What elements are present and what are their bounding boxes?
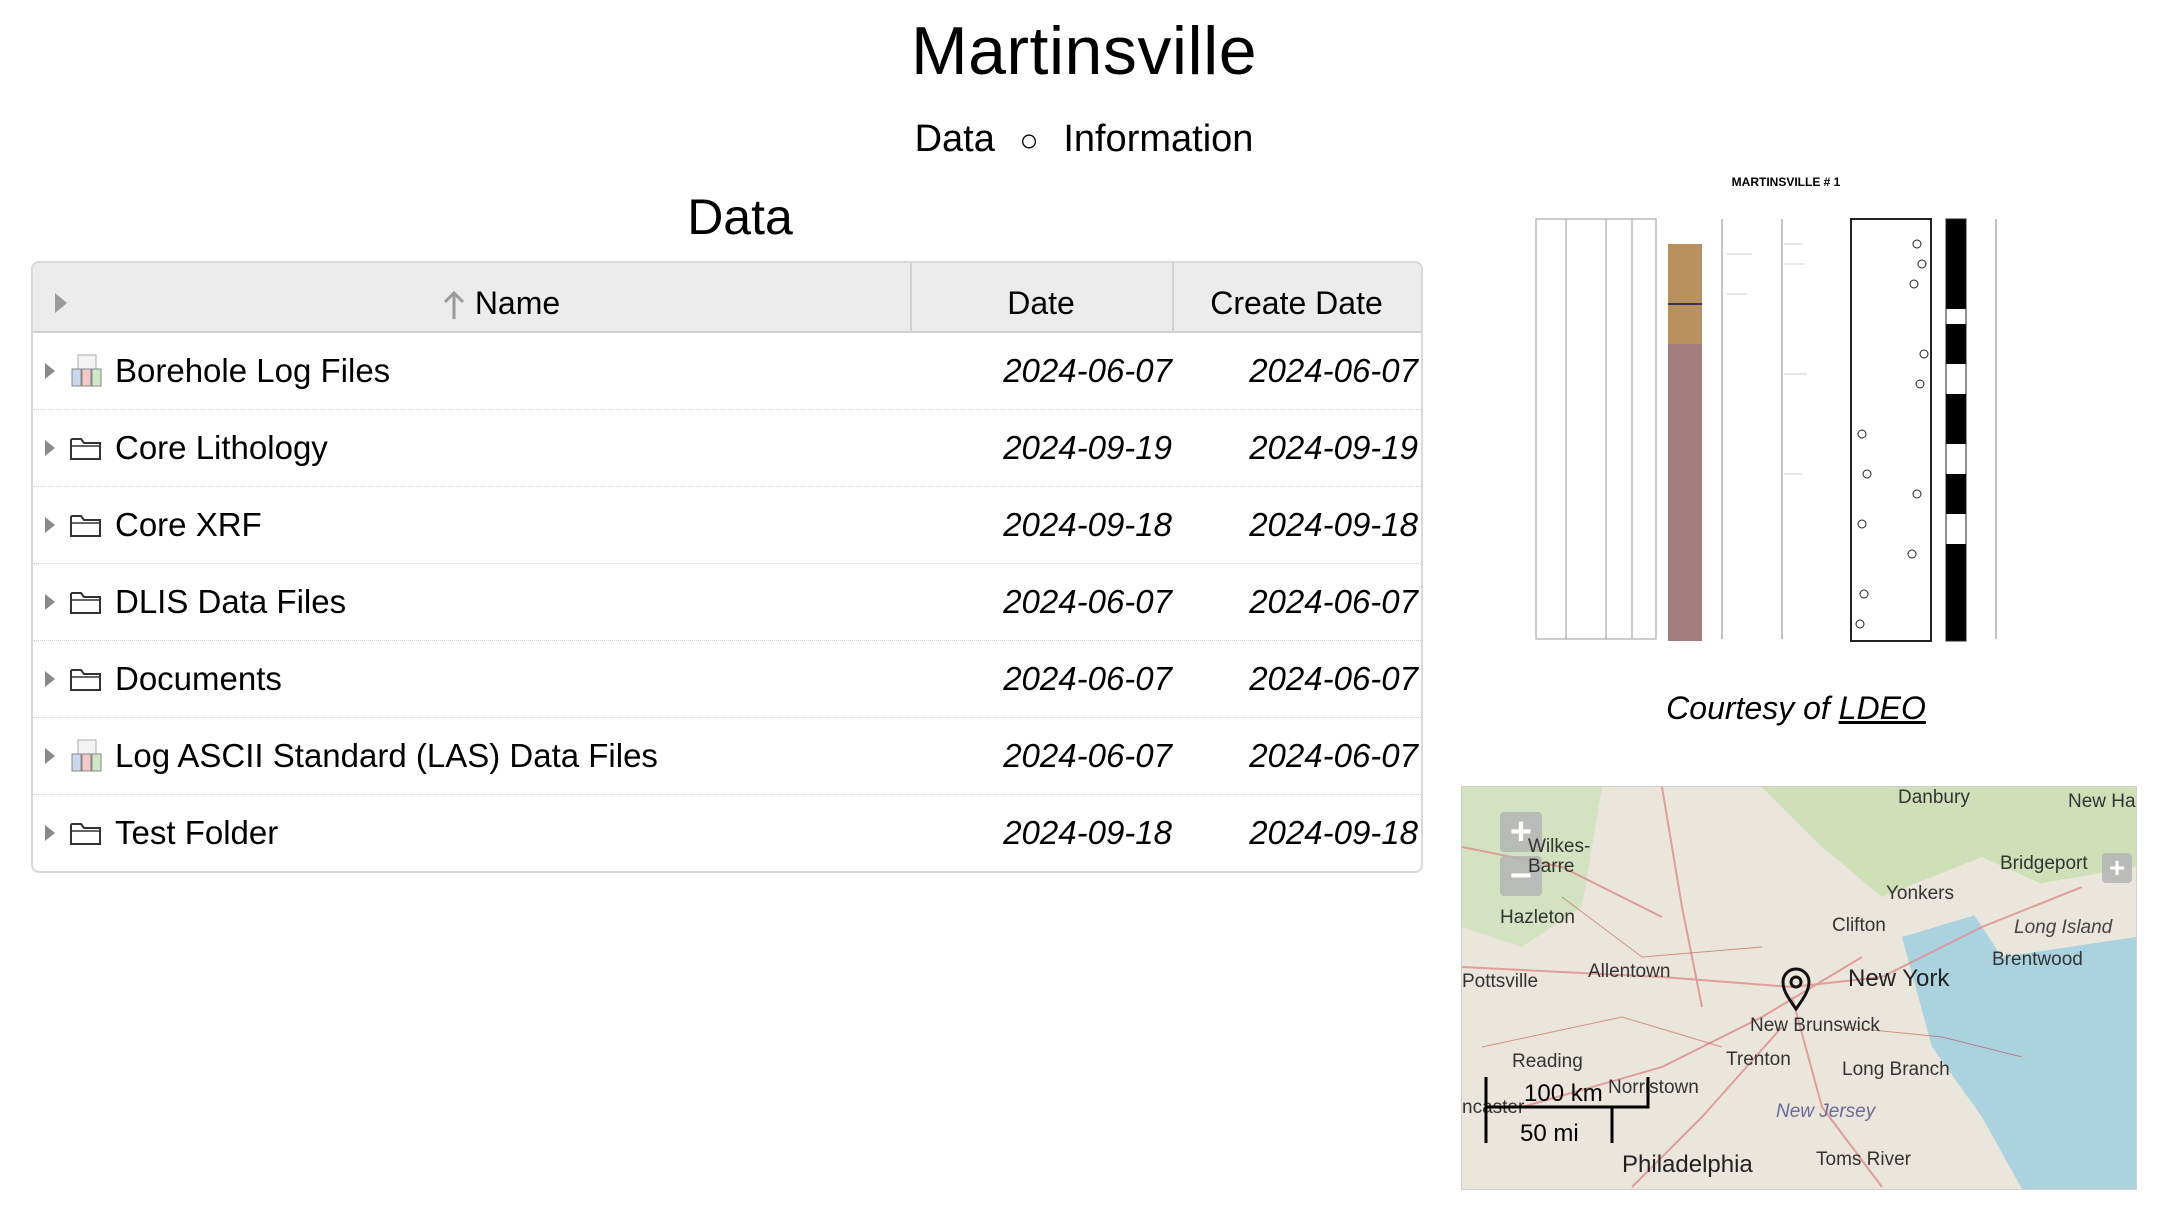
table-row[interactable]: Log ASCII Standard (LAS) Data Files 2024-…	[33, 718, 1421, 795]
triangle-right-icon	[43, 592, 57, 612]
triangle-right-icon	[43, 361, 57, 381]
map-label: Yonkers	[1886, 883, 1954, 904]
triangle-right-icon	[43, 746, 57, 766]
map-label: Norristown	[1608, 1077, 1699, 1098]
log-files-icon	[69, 718, 109, 794]
table-body: Borehole Log Files 2024-06-07 2024-06-07 Co…	[33, 333, 1421, 871]
map-label: Pottsville	[1462, 971, 1539, 992]
map-label: Reading	[1512, 1051, 1583, 1072]
map-label: Philadelphia	[1622, 1151, 1753, 1178]
row-name[interactable]: Documents	[115, 660, 282, 697]
location-map[interactable]: + − + Danbury New Have Wilkes-Barre Brid…	[1461, 786, 2137, 1190]
row-name[interactable]: Log ASCII Standard (LAS) Data Files	[115, 737, 658, 774]
ldeo-link[interactable]: LDEO	[1838, 690, 1926, 726]
well-log-title: MARTINSVILLE # 1	[1732, 175, 1841, 189]
scale-mi-label: 50 mi	[1520, 1120, 1579, 1147]
map-label: New Brunswick	[1750, 1015, 1880, 1036]
row-create-date: 2024-06-07	[1249, 660, 1418, 697]
triangle-right-icon	[55, 293, 67, 313]
folder-icon	[69, 564, 109, 640]
column-header-date[interactable]: Date	[910, 263, 1174, 331]
expand-row-toggle[interactable]	[43, 795, 71, 871]
map-label: Brentwood	[1992, 949, 2083, 970]
nav-separator: ○	[1019, 122, 1039, 158]
triangle-right-icon	[43, 438, 57, 458]
row-date: 2024-06-07	[1003, 737, 1172, 774]
table-row[interactable]: DLIS Data Files 2024-06-07 2024-06-07	[33, 564, 1421, 641]
expand-all-toggle[interactable]	[53, 263, 93, 331]
map-marker-icon[interactable]	[1780, 967, 1812, 1011]
table-row[interactable]: Documents 2024-06-07 2024-06-07	[33, 641, 1421, 718]
map-label: New York	[1848, 965, 1950, 992]
page-title: Martinsville	[910, 13, 1258, 89]
row-date: 2024-09-19	[1003, 429, 1172, 466]
map-label: New Have	[2068, 791, 2136, 812]
map-expand-button[interactable]: +	[2102, 853, 2132, 883]
map-label: Trenton	[1726, 1049, 1791, 1070]
row-create-date: 2024-06-07	[1249, 737, 1418, 774]
log-files-icon	[69, 333, 109, 409]
row-create-date: 2024-09-19	[1249, 429, 1418, 466]
figure-caption-prefix: Courtesy of	[1666, 690, 1830, 726]
table-row[interactable]: Core XRF 2024-09-18 2024-09-18	[33, 487, 1421, 564]
expand-row-toggle[interactable]	[43, 564, 71, 640]
data-table: Name Date Create Date Borehole Log Files…	[31, 261, 1423, 873]
table-header: Name Date Create Date	[33, 263, 1421, 333]
map-label: New Jersey	[1776, 1101, 1876, 1122]
row-name[interactable]: Core XRF	[115, 506, 262, 543]
expand-row-toggle[interactable]	[43, 718, 71, 794]
row-create-date: 2024-06-07	[1249, 583, 1418, 620]
folder-icon	[69, 410, 109, 486]
table-row[interactable]: Test Folder 2024-09-18 2024-09-18	[33, 795, 1421, 871]
row-create-date: 2024-06-07	[1249, 352, 1418, 389]
folder-icon	[69, 487, 109, 563]
expand-row-toggle[interactable]	[43, 641, 71, 717]
expand-row-toggle[interactable]	[43, 333, 71, 409]
map-label: Long Island	[2014, 917, 2113, 938]
expand-row-toggle[interactable]	[43, 410, 71, 486]
page-nav: Data ○ Information	[0, 118, 2168, 161]
table-row[interactable]: Core Lithology 2024-09-19 2024-09-19	[33, 410, 1421, 487]
map-label: Toms River	[1816, 1149, 1912, 1170]
map-label: Long Branch	[1842, 1059, 1950, 1080]
sort-ascending-icon	[443, 290, 464, 319]
nav-data-link[interactable]: Data	[914, 118, 995, 160]
expand-row-toggle[interactable]	[43, 487, 71, 563]
map-label: Bridgeport	[2000, 853, 2088, 874]
column-header-create-date[interactable]: Create Date	[1210, 285, 1383, 321]
map-label: Hazleton	[1500, 907, 1575, 928]
map-label: Danbury	[1898, 787, 1970, 808]
map-tiles	[1462, 787, 2136, 1189]
row-create-date: 2024-09-18	[1249, 506, 1418, 543]
row-name[interactable]: DLIS Data Files	[115, 583, 347, 620]
zoom-in-button[interactable]: +	[1500, 812, 1542, 852]
folder-icon	[69, 641, 109, 717]
triangle-right-icon	[43, 823, 57, 843]
row-create-date: 2024-09-18	[1249, 814, 1418, 851]
map-label: Clifton	[1832, 915, 1886, 936]
column-header-name[interactable]: Name	[93, 263, 912, 331]
map-label: Wilkes-Barre	[1528, 836, 1591, 877]
zoom-out-button[interactable]: −	[1500, 856, 1542, 896]
folder-icon	[69, 795, 109, 871]
well-log-figure: MARTINSVILLE # 1	[1535, 175, 1997, 642]
row-date: 2024-09-18	[1003, 506, 1172, 543]
nav-information-link[interactable]: Information	[1063, 118, 1254, 160]
row-name[interactable]: Borehole Log Files	[115, 352, 391, 389]
row-date: 2024-06-07	[1003, 583, 1172, 620]
triangle-right-icon	[43, 515, 57, 535]
data-section-title: Data	[687, 189, 793, 245]
row-name[interactable]: Test Folder	[115, 814, 279, 851]
map-scale-bar	[1484, 1077, 1650, 1143]
row-date: 2024-09-18	[1003, 814, 1172, 851]
scale-km-label: 100 km	[1524, 1080, 1603, 1107]
table-row[interactable]: Borehole Log Files 2024-06-07 2024-06-07	[33, 333, 1421, 410]
triangle-right-icon	[43, 669, 57, 689]
row-date: 2024-06-07	[1003, 660, 1172, 697]
column-header-name-label: Name	[474, 285, 561, 321]
row-name[interactable]: Core Lithology	[115, 429, 328, 466]
row-date: 2024-06-07	[1003, 352, 1172, 389]
figure-caption: Courtesy of LDEO	[1466, 690, 2126, 727]
map-label: Allentown	[1588, 961, 1671, 982]
